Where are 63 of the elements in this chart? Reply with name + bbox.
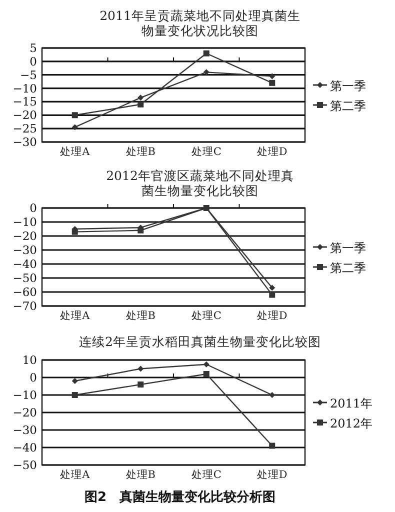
- y-tick-label: −15: [12, 94, 37, 109]
- point: [269, 292, 276, 298]
- point: [269, 80, 276, 86]
- y-tick-label: −40: [12, 440, 37, 454]
- point: [269, 442, 276, 449]
- legend-label: 第二季: [330, 99, 366, 113]
- x-tick-label: 处理B: [126, 309, 156, 322]
- legend-label: 第一季: [330, 79, 366, 93]
- y-tick-label: −20: [12, 229, 37, 243]
- x-tick-label: 处理B: [126, 468, 156, 481]
- x-tick-label: 处理C: [191, 145, 222, 158]
- y-tick-label: 10: [22, 353, 37, 367]
- y-tick-label: −50: [12, 271, 37, 285]
- y-tick-label: −10: [12, 81, 37, 96]
- chart-title: 连续2年呈贡水稻田真菌生物量变化比较图: [79, 334, 321, 349]
- x-tick-label: 处理A: [60, 468, 90, 481]
- legend-label: 第二季: [330, 261, 366, 275]
- x-tick-label: 处理D: [256, 309, 288, 322]
- x-tick-label: 处理B: [126, 145, 156, 158]
- point: [138, 101, 144, 108]
- point: [203, 371, 210, 377]
- y-tick-label: −60: [12, 285, 37, 299]
- point: [72, 124, 78, 130]
- point: [203, 361, 210, 368]
- y-tick-label: 0: [30, 370, 37, 384]
- y-tick-label: 0: [30, 201, 37, 215]
- point: [203, 69, 210, 76]
- x-tick-label: 处理D: [256, 145, 288, 158]
- point: [203, 50, 210, 56]
- chart-title: 2011年呈贡蔬菜地不同处理真菌生物量变化状况比较图: [100, 8, 300, 38]
- y-tick-label: 5: [30, 41, 37, 55]
- point: [269, 392, 276, 398]
- legend-label: 2012年: [330, 416, 373, 430]
- y-tick-label: −50: [12, 458, 37, 472]
- y-tick-label: −30: [12, 423, 37, 437]
- point: [72, 392, 78, 398]
- chart-title: 2012年官渡区蔬菜地不同处理真菌生物量变化比较图: [106, 168, 294, 198]
- y-tick-label: −20: [12, 108, 37, 122]
- y-tick-label: −30: [12, 243, 37, 257]
- point: [269, 284, 276, 291]
- point: [72, 112, 78, 118]
- y-tick-label: −25: [12, 122, 37, 136]
- x-tick-label: 处理C: [191, 309, 222, 322]
- point: [138, 382, 144, 388]
- y-tick-label: −70: [12, 299, 37, 313]
- y-tick-label: −20: [12, 406, 37, 420]
- y-tick-label: −40: [12, 257, 37, 271]
- point: [138, 366, 144, 372]
- legend-label: 第一季: [330, 241, 366, 255]
- caption: 图2 真菌生物量变化比较分析图: [84, 489, 276, 505]
- x-tick-label: 处理A: [60, 145, 90, 158]
- y-tick-label: 0: [30, 54, 37, 68]
- point: [269, 73, 276, 80]
- point: [72, 378, 78, 384]
- legend-label: 2011年: [330, 396, 373, 410]
- y-tick-label: −30: [12, 135, 37, 149]
- y-tick-label: −10: [12, 215, 37, 229]
- x-tick-label: 处理C: [191, 468, 222, 481]
- x-tick-label: 处理A: [60, 309, 90, 322]
- point: [138, 94, 144, 101]
- x-tick-label: 处理D: [256, 468, 288, 481]
- y-tick-label: −10: [12, 388, 37, 402]
- y-tick-label: −5: [20, 68, 37, 82]
